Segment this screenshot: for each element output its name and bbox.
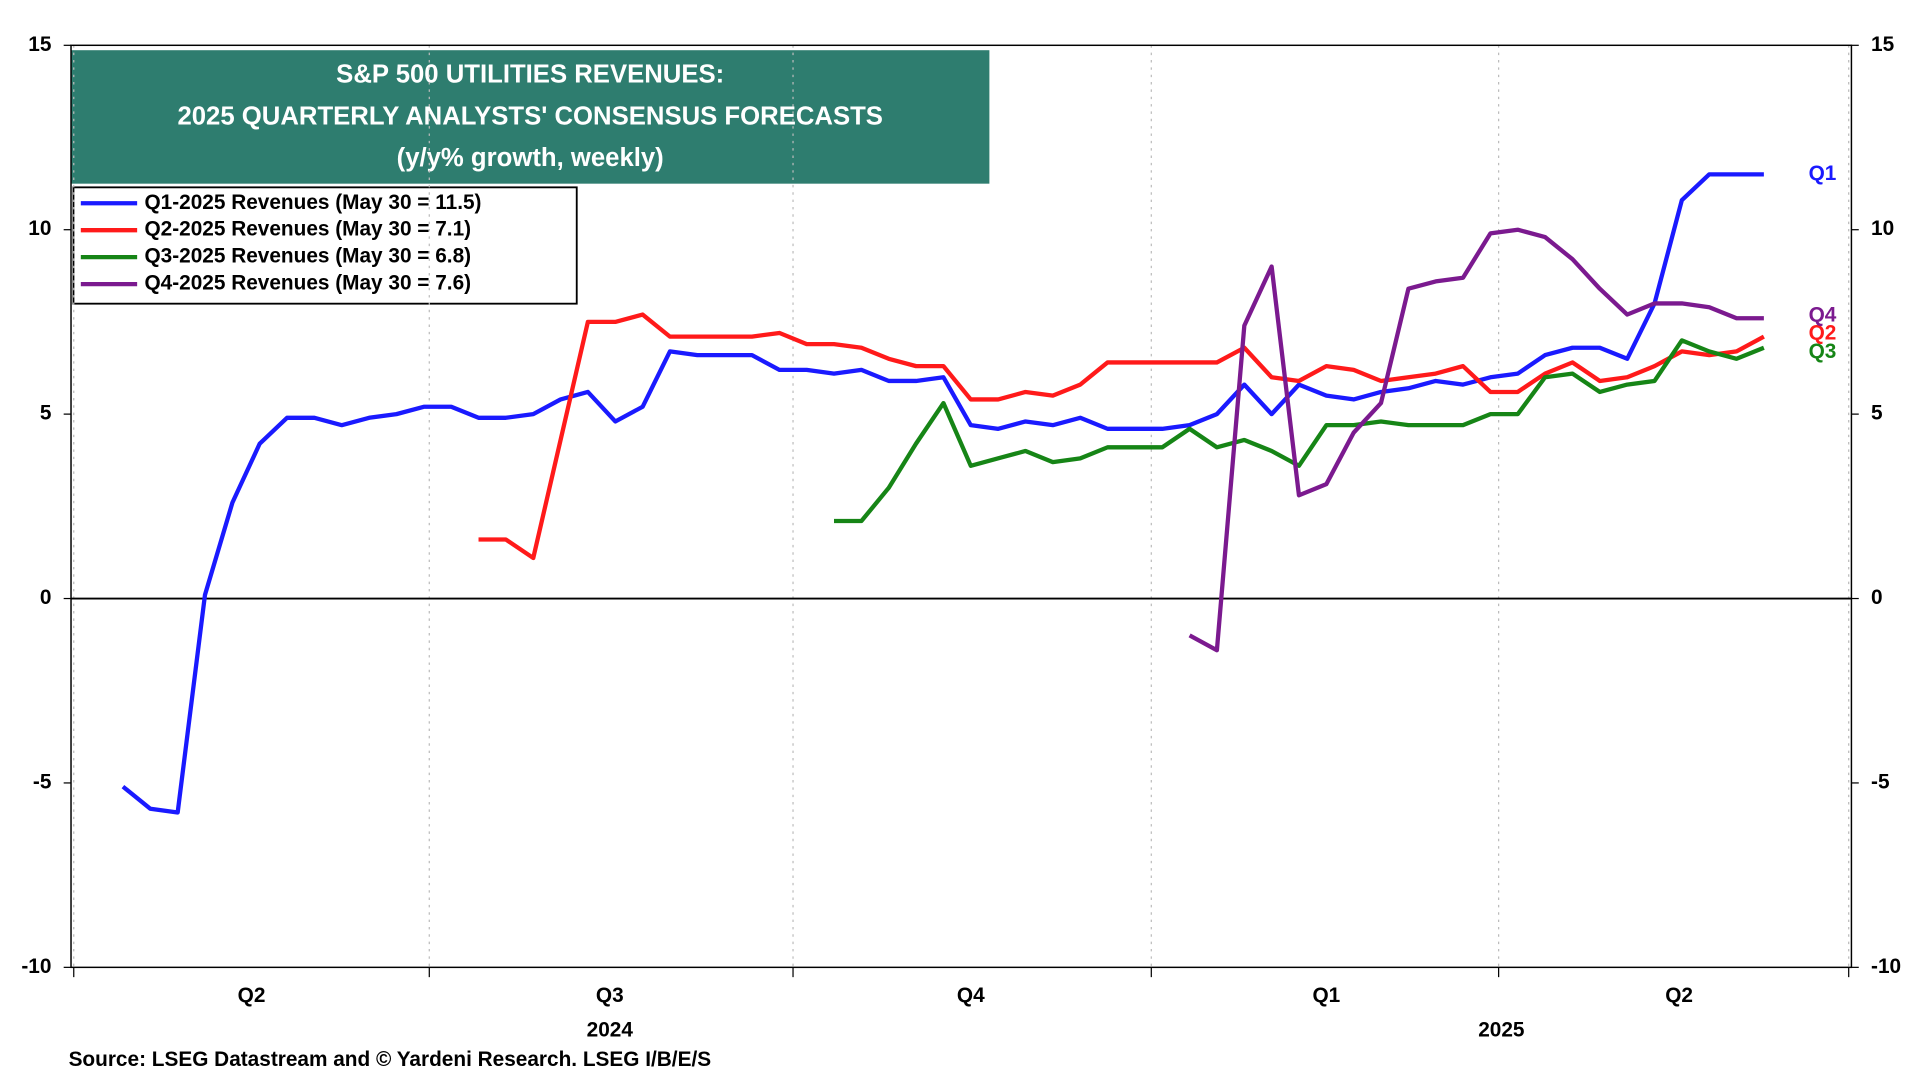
- chart-subtitle: 2025 QUARTERLY ANALYSTS' CONSENSUS FOREC…: [177, 102, 883, 130]
- plot-frame: [70, 44, 1853, 969]
- legend-label: Q3-2025 Revenues (May 30 = 6.8): [144, 245, 471, 268]
- series-end-label: Q2: [1809, 322, 1837, 345]
- y2-tick-label: -10: [1871, 955, 1901, 978]
- y-tick-label: 0: [40, 586, 52, 609]
- legend-box: [72, 186, 578, 305]
- y-tick-label: 10: [28, 217, 51, 240]
- x-tick-label: Q3: [596, 984, 624, 1007]
- y2-tick-label: 0: [1871, 586, 1883, 609]
- source-note: Source: LSEG Datastream and © Yardeni Re…: [69, 1048, 712, 1071]
- series-end-label: Q1: [1809, 162, 1837, 185]
- x-year-label: 2025: [1478, 1019, 1524, 1042]
- y2-tick-label: -5: [1871, 770, 1890, 793]
- y-tick-label: -5: [33, 770, 51, 793]
- series-end-label: Q3: [1809, 340, 1837, 363]
- x-tick-label: Q2: [1665, 984, 1693, 1007]
- y-tick-label: 15: [28, 33, 51, 56]
- series-line: [1188, 227, 1764, 653]
- chart-subtitle: (y/y% growth, weekly): [397, 144, 664, 172]
- title-box: [71, 50, 990, 184]
- x-year-label: 2024: [587, 1019, 634, 1042]
- y-tick-label: -10: [21, 955, 51, 978]
- y2-tick-label: 10: [1871, 217, 1894, 240]
- x-tick-label: Q4: [957, 984, 985, 1007]
- y2-tick-label: 5: [1871, 402, 1883, 425]
- y-tick-label: 5: [40, 402, 52, 425]
- legend-label: Q1-2025 Revenues (May 30 = 11.5): [144, 191, 481, 214]
- series-end-label: Q4: [1809, 303, 1837, 326]
- series-line: [121, 172, 1764, 815]
- x-tick-label: Q1: [1312, 984, 1340, 1007]
- x-tick-label: Q2: [238, 984, 266, 1007]
- legend-label: Q4-2025 Revenues (May 30 = 7.6): [144, 272, 471, 295]
- series-line: [478, 312, 1765, 561]
- legend-label: Q2-2025 Revenues (May 30 = 7.1): [144, 218, 471, 241]
- y2-tick-label: 15: [1871, 33, 1894, 56]
- chart-title: S&P 500 UTILITIES REVENUES:: [336, 61, 724, 89]
- series-line: [834, 338, 1765, 524]
